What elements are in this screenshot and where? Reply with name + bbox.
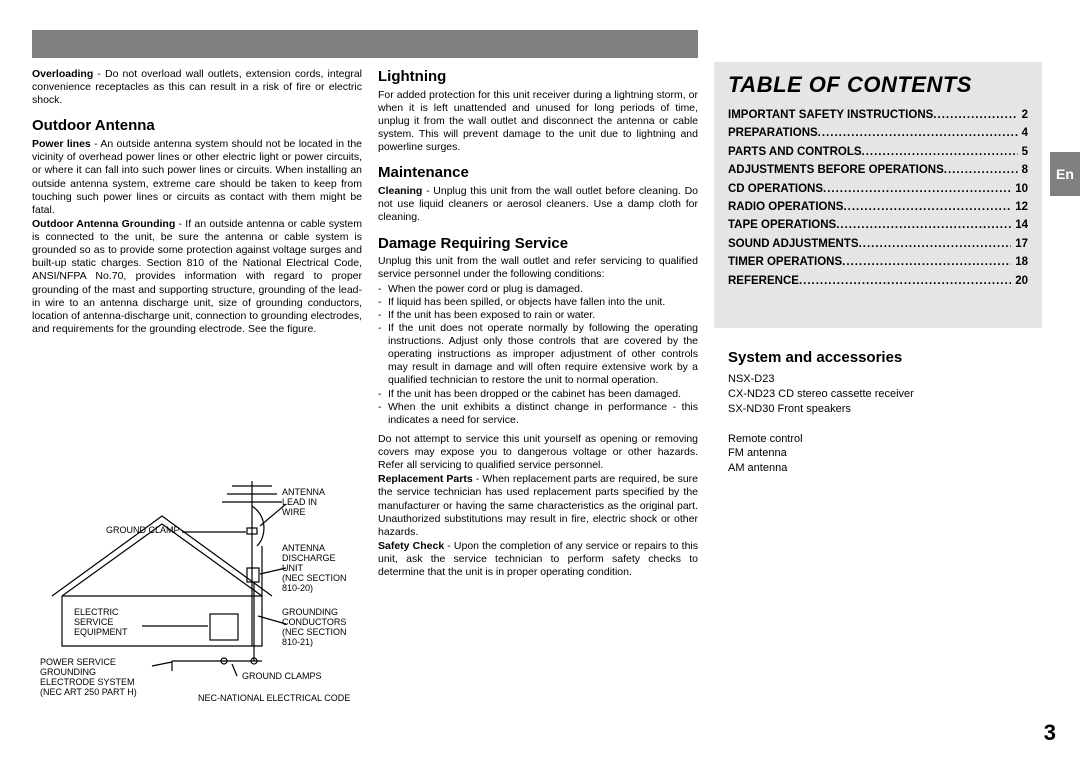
toc-item-dots — [933, 106, 1017, 124]
toc-item-page: 8 — [1018, 161, 1028, 179]
toc-item-dots — [799, 272, 1011, 290]
toc-item-page: 18 — [1011, 253, 1028, 271]
toc-item-label: ADJUSTMENTS BEFORE OPERATIONS — [728, 161, 944, 179]
damage-item-3: -If the unit does not operate normally b… — [378, 322, 698, 388]
toc-item-dots — [843, 198, 1011, 216]
toc-item-label: TAPE OPERATIONS — [728, 216, 836, 234]
toc-item: PREPARATIONS 4 — [728, 124, 1028, 142]
powerlines-label: Power lines — [32, 138, 91, 150]
page-number: 3 — [1044, 720, 1056, 746]
damage-intro: Unplug this unit from the wall outlet an… — [378, 255, 698, 281]
toc-item-dots — [842, 253, 1011, 271]
lightning-text: For added protection for this unit recei… — [378, 89, 698, 155]
system-line: Remote control — [728, 432, 1038, 447]
diagram-label-grounding-conductors: GROUNDING CONDUCTORS (NEC SECTION 810-21… — [282, 608, 347, 648]
toc-item-page: 2 — [1018, 106, 1028, 124]
header-grey-bar — [32, 30, 698, 58]
grounding-label: Outdoor Antenna Grounding — [32, 218, 175, 230]
lightning-heading: Lightning — [378, 68, 698, 87]
toc-item: PARTS AND CONTROLS 5 — [728, 143, 1028, 161]
system-line: CX-ND23 CD stereo cassette receiver — [728, 387, 1038, 402]
outdoor-antenna-heading: Outdoor Antenna — [32, 117, 362, 136]
toc-item: REFERENCE 20 — [728, 272, 1028, 290]
powerlines-para: Power lines - An outside antenna system … — [32, 138, 362, 217]
toc-item-label: CD OPERATIONS — [728, 180, 823, 198]
damage-item-2: -If the unit has been exposed to rain or… — [378, 309, 698, 322]
damage-heading: Damage Requiring Service — [378, 235, 698, 254]
language-tab-en: En — [1050, 152, 1080, 196]
system-line: FM antenna — [728, 446, 1038, 461]
toc-item-dots — [944, 161, 1018, 179]
toc-item-label: PREPARATIONS — [728, 124, 818, 142]
diagram-label-electric-service: ELECTRIC SERVICE EQUIPMENT — [74, 608, 128, 638]
system-accessories: System and accessories NSX-D23CX-ND23 CD… — [728, 348, 1038, 476]
diagram-label-antenna-lead: ANTENNA LEAD IN WIRE — [282, 488, 325, 518]
cleaning-label: Cleaning — [378, 185, 422, 197]
system-line: AM antenna — [728, 461, 1038, 476]
maintenance-heading: Maintenance — [378, 164, 698, 183]
toc-item-label: RADIO OPERATIONS — [728, 198, 843, 216]
overloading-label: Overloading — [32, 68, 93, 80]
system-heading: System and accessories — [728, 348, 1038, 368]
toc-item: CD OPERATIONS 10 — [728, 180, 1028, 198]
toc-item: RADIO OPERATIONS 12 — [728, 198, 1028, 216]
toc-item-page: 14 — [1011, 216, 1028, 234]
diagram-label-power-service: POWER SERVICE GROUNDING ELECTRODE SYSTEM… — [40, 658, 137, 698]
toc-item-page: 4 — [1018, 124, 1028, 142]
toc-item-label: PARTS AND CONTROLS — [728, 143, 862, 161]
diagram-label-antenna-discharge: ANTENNA DISCHARGE UNIT (NEC SECTION 810-… — [282, 544, 347, 593]
diagram-label-nec-code: NEC-NATIONAL ELECTRICAL CODE — [198, 694, 350, 704]
toc-item-page: 17 — [1011, 235, 1028, 253]
system-line — [728, 417, 1038, 432]
diagram-label-ground-clamps-bottom: GROUND CLAMPS — [242, 672, 322, 682]
toc-item: ADJUSTMENTS BEFORE OPERATIONS 8 — [728, 161, 1028, 179]
table-of-contents: TABLE OF CONTENTS IMPORTANT SAFETY INSTR… — [714, 62, 1042, 328]
diagram-label-ground-clamp-top: GROUND CLAMP — [106, 526, 180, 536]
damage-item-1: -If liquid has been spilled, or objects … — [378, 296, 698, 309]
toc-item-page: 12 — [1011, 198, 1028, 216]
overloading-para: Overloading - Do not overload wall outle… — [32, 68, 362, 107]
toc-title: TABLE OF CONTENTS — [728, 72, 1028, 98]
cleaning-para: Cleaning - Unplug this unit from the wal… — [378, 185, 698, 224]
toc-item: SOUND ADJUSTMENTS 17 — [728, 235, 1028, 253]
toc-item-dots — [823, 180, 1011, 198]
toc-item: TIMER OPERATIONS 18 — [728, 253, 1028, 271]
cleaning-text: - Unplug this unit from the wall outlet … — [378, 185, 698, 223]
toc-item-dots — [859, 235, 1012, 253]
toc-item-page: 20 — [1011, 272, 1028, 290]
toc-item-page: 10 — [1011, 180, 1028, 198]
toc-item-label: REFERENCE — [728, 272, 799, 290]
grounding-diagram: ANTENNA LEAD IN WIRE GROUND CLAMP ANTENN… — [32, 476, 368, 708]
grounding-text: - If an outside antenna or cable system … — [32, 218, 362, 335]
column-1: Overloading - Do not overload wall outle… — [32, 68, 362, 337]
safety-para: Safety Check - Upon the completion of an… — [378, 540, 698, 579]
safety-label: Safety Check — [378, 540, 444, 552]
replacement-para: Replacement Parts - When replacement par… — [378, 473, 698, 539]
toc-item-dots — [836, 216, 1011, 234]
system-line: NSX-D23 — [728, 372, 1038, 387]
replacement-label: Replacement Parts — [378, 473, 473, 485]
toc-item-label: IMPORTANT SAFETY INSTRUCTIONS — [728, 106, 933, 124]
toc-item-dots — [862, 143, 1018, 161]
damage-item-4: -If the unit has been dropped or the cab… — [378, 388, 698, 401]
toc-item: IMPORTANT SAFETY INSTRUCTIONS 2 — [728, 106, 1028, 124]
system-line: SX-ND30 Front speakers — [728, 402, 1038, 417]
noservice-text: Do not attempt to service this unit your… — [378, 433, 698, 472]
damage-item-0: -When the power cord or plug is damaged. — [378, 283, 698, 296]
grounding-para: Outdoor Antenna Grounding - If an outsid… — [32, 218, 362, 336]
toc-item-label: TIMER OPERATIONS — [728, 253, 842, 271]
language-tab-label: En — [1056, 166, 1074, 182]
toc-item-dots — [818, 124, 1018, 142]
column-2: Lightning For added protection for this … — [378, 68, 698, 580]
toc-item: TAPE OPERATIONS 14 — [728, 216, 1028, 234]
toc-item-page: 5 — [1018, 143, 1028, 161]
damage-item-5: -When the unit exhibits a distinct chang… — [378, 401, 698, 427]
toc-item-label: SOUND ADJUSTMENTS — [728, 235, 859, 253]
